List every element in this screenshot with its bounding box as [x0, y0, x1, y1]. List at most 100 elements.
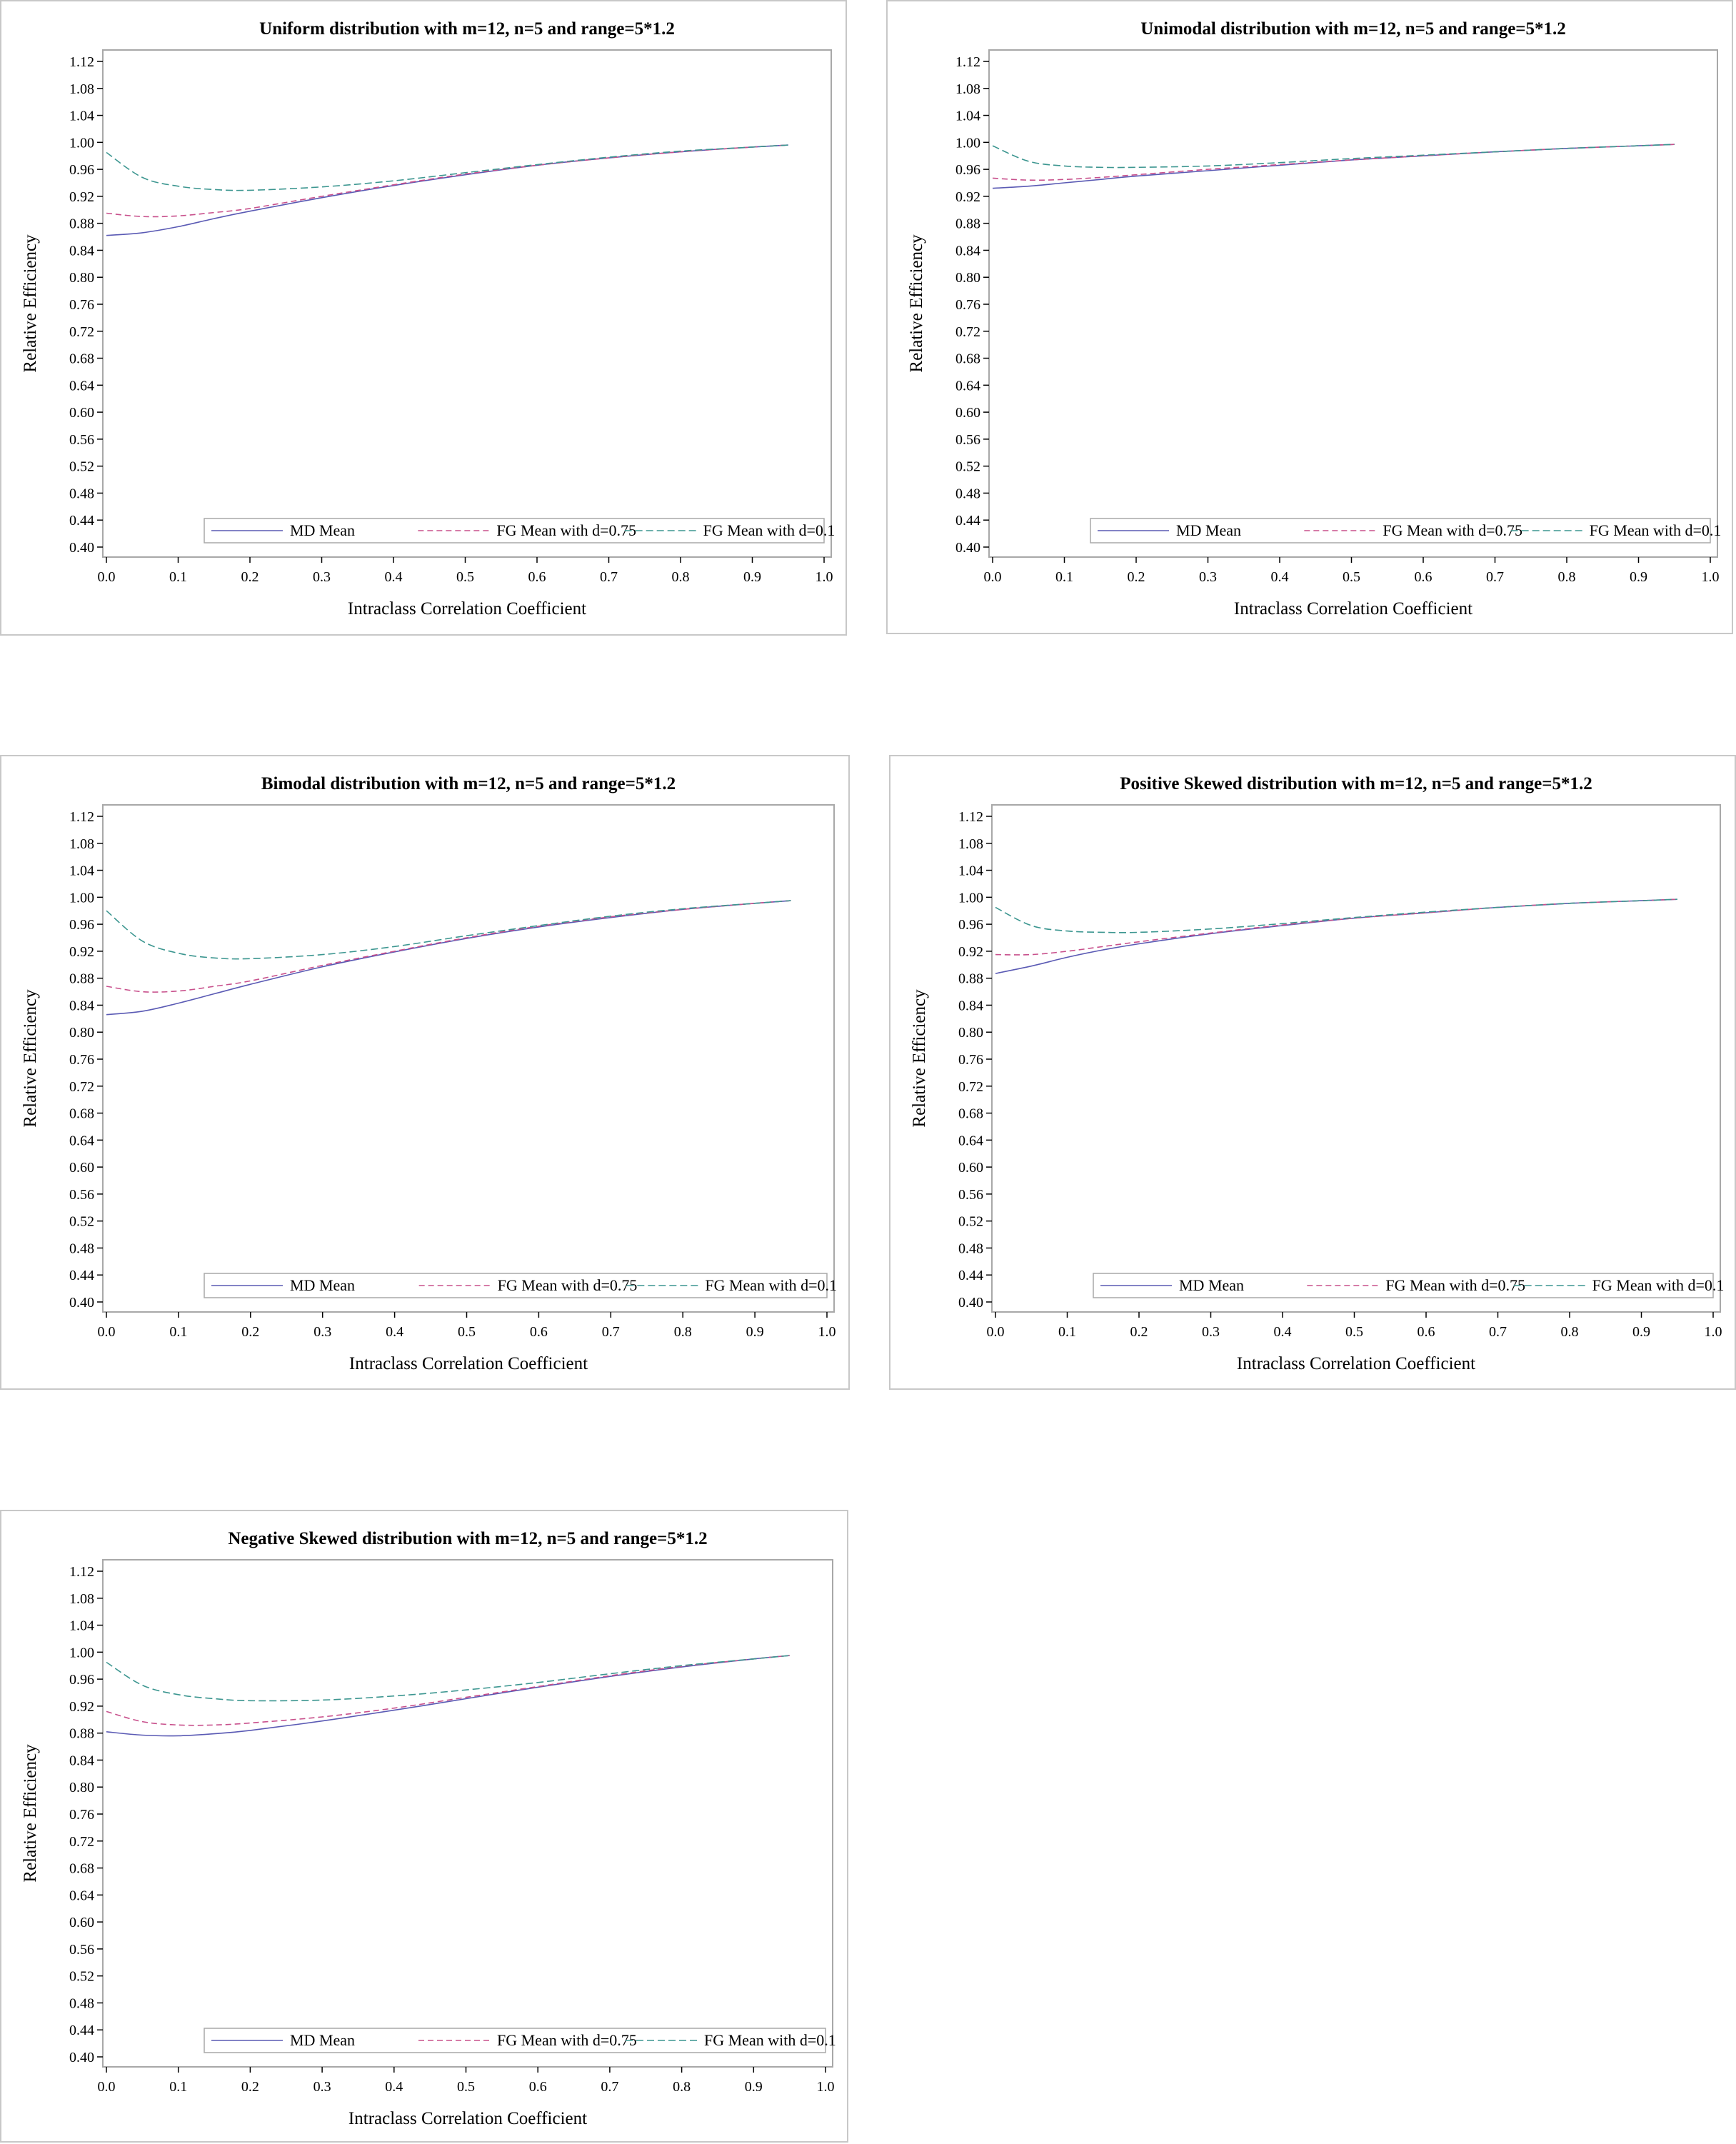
y-tick-label: 0.88	[69, 971, 94, 987]
x-tick-label: 0.3	[1202, 1324, 1220, 1340]
legend-label-fg-mean-d075: FG Mean with d=0.75	[496, 521, 636, 539]
y-tick-label: 0.84	[69, 1753, 94, 1768]
x-tick-label: 0.4	[386, 1324, 403, 1340]
x-tick-label: 1.0	[1705, 1324, 1722, 1340]
x-tick-label: 0.1	[169, 2079, 187, 2095]
y-tick-label: 0.92	[69, 944, 94, 960]
x-tick-label: 0.9	[743, 569, 761, 585]
chart-panel-unimodal: Unimodal distribution with m=12, n=5 and…	[886, 0, 1733, 634]
x-tick-label: 0.8	[1561, 1324, 1579, 1340]
chart-title: Uniform distribution with m=12, n=5 and …	[259, 19, 675, 39]
y-tick-label: 0.84	[69, 243, 94, 259]
y-tick-label: 0.40	[69, 1295, 94, 1311]
legend-box	[204, 1273, 828, 1298]
chart-svg-unimodal: Unimodal distribution with m=12, n=5 and…	[907, 19, 1721, 618]
series-line-fg-mean-d01	[106, 1655, 790, 1702]
x-tick-label: 0.3	[1199, 569, 1217, 585]
y-tick-label: 0.88	[958, 971, 983, 987]
x-tick-label: 0.3	[313, 2079, 331, 2095]
series-line-md-mean	[106, 144, 788, 236]
legend-box	[204, 518, 825, 543]
y-tick-label: 0.84	[958, 998, 983, 1013]
y-tick-label: 1.12	[69, 809, 94, 825]
series-line-fg-mean-d01	[106, 900, 791, 960]
plot-frame	[991, 804, 1721, 1313]
x-tick-label: 1.0	[816, 569, 833, 585]
legend-label-md-mean: MD Mean	[1176, 521, 1241, 539]
x-tick-label: 0.1	[1058, 1324, 1076, 1340]
series-line-md-mean	[995, 898, 1677, 974]
x-tick-label: 0.6	[530, 1324, 548, 1340]
y-tick-label: 1.08	[958, 836, 983, 852]
legend-box	[1093, 1273, 1714, 1298]
y-tick-label: 0.40	[955, 540, 980, 556]
y-tick-label: 0.64	[69, 378, 94, 394]
x-tick-label: 1.0	[1702, 569, 1720, 585]
series-line-md-mean	[106, 1655, 790, 1737]
y-tick-label: 1.08	[69, 81, 94, 97]
y-tick-label: 0.96	[69, 1672, 94, 1688]
chart-title: Bimodal distribution with m=12, n=5 and …	[261, 774, 676, 793]
y-tick-label: 1.08	[69, 1591, 94, 1607]
x-axis-label: Intraclass Correlation Coefficient	[349, 1354, 588, 1373]
series-line-fg-mean-d01	[992, 144, 1675, 169]
y-tick-label: 0.84	[69, 998, 94, 1013]
y-tick-label: 0.48	[958, 1241, 983, 1256]
y-tick-label: 0.80	[69, 270, 94, 286]
x-tick-label: 0.4	[385, 569, 403, 585]
plot-frame	[102, 1559, 833, 2068]
y-tick-label: 0.72	[955, 324, 980, 340]
y-tick-label: 0.76	[69, 1052, 94, 1068]
y-tick-label: 0.72	[69, 1079, 94, 1095]
y-tick-label: 0.56	[69, 432, 94, 448]
y-tick-label: 0.68	[69, 1861, 94, 1877]
y-tick-label: 0.44	[69, 513, 94, 529]
y-tick-label: 0.56	[955, 432, 980, 448]
x-tick-label: 1.0	[817, 2079, 835, 2095]
y-tick-label: 1.12	[69, 54, 94, 70]
chart-svg-positive-skewed: Positive Skewed distribution with m=12, …	[910, 774, 1725, 1373]
plot-frame	[102, 49, 832, 558]
y-tick-label: 0.80	[955, 270, 980, 286]
y-tick-label: 0.88	[69, 216, 94, 232]
y-axis-label: Relative Efficiency	[910, 989, 929, 1128]
x-tick-label: 0.6	[528, 569, 546, 585]
legend-label-fg-mean-d01: FG Mean with d=0.1	[1592, 1276, 1725, 1294]
y-tick-label: 0.68	[69, 351, 94, 367]
x-tick-label: 0.5	[1343, 569, 1360, 585]
series-line-md-mean	[992, 144, 1675, 189]
y-tick-label: 0.76	[955, 297, 980, 313]
y-tick-label: 0.72	[958, 1079, 983, 1095]
x-tick-label: 0.0	[987, 1324, 1005, 1340]
chart-title: Positive Skewed distribution with m=12, …	[1120, 774, 1592, 793]
x-tick-label: 0.9	[746, 1324, 764, 1340]
y-tick-label: 0.80	[69, 1025, 94, 1041]
x-tick-label: 0.6	[1418, 1324, 1435, 1340]
x-tick-label: 0.2	[241, 569, 259, 585]
y-tick-label: 0.40	[69, 540, 94, 556]
x-tick-label: 0.7	[601, 2079, 618, 2095]
series-line-fg-mean-d075	[106, 1655, 790, 1726]
x-tick-label: 0.8	[673, 2079, 691, 2095]
legend-box	[1090, 518, 1711, 543]
y-tick-label: 0.92	[958, 944, 983, 960]
y-tick-label: 1.00	[69, 1645, 94, 1660]
y-tick-label: 1.08	[69, 836, 94, 852]
y-tick-label: 0.48	[69, 486, 94, 501]
y-tick-label: 1.00	[69, 135, 94, 151]
legend-label-fg-mean-d075: FG Mean with d=0.75	[1383, 521, 1522, 539]
y-tick-label: 0.92	[955, 189, 980, 205]
plot-frame	[988, 49, 1718, 558]
y-tick-label: 1.04	[69, 1618, 94, 1634]
y-tick-label: 0.64	[958, 1133, 983, 1148]
x-axis-label: Intraclass Correlation Coefficient	[348, 599, 586, 618]
x-tick-label: 1.0	[818, 1324, 836, 1340]
y-tick-label: 0.52	[69, 1214, 94, 1230]
x-tick-label: 0.0	[98, 2079, 116, 2095]
y-tick-label: 0.48	[69, 1241, 94, 1256]
x-tick-label: 0.3	[313, 1324, 331, 1340]
x-tick-label: 0.2	[1130, 1324, 1148, 1340]
y-tick-label: 0.52	[69, 1969, 94, 1985]
legend-label-fg-mean-d01: FG Mean with d=0.1	[705, 1276, 837, 1294]
y-tick-label: 0.72	[69, 1834, 94, 1850]
